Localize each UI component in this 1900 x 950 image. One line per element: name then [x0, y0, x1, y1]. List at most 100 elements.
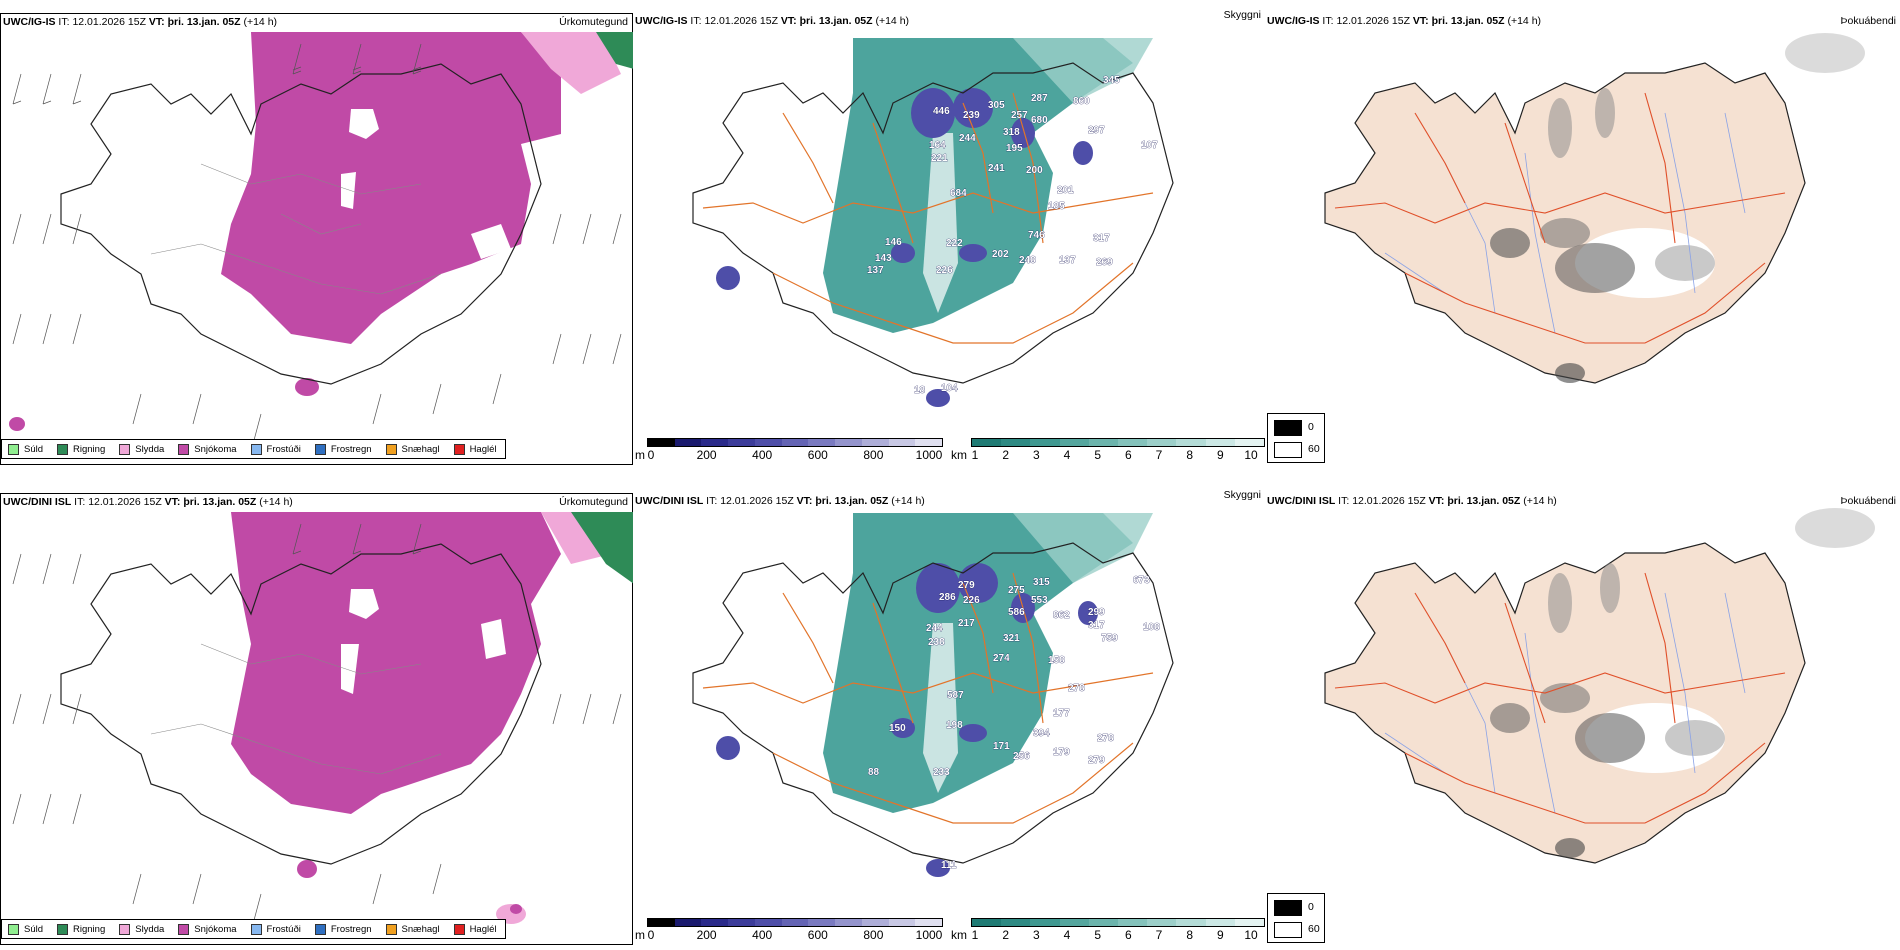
colorbar-tick: 1 — [971, 928, 979, 942]
legend-swatch — [8, 443, 19, 455]
colorbar-swatch — [1147, 919, 1177, 926]
legend-label: Súld — [24, 443, 44, 455]
legend-label: Frostregn — [330, 443, 372, 455]
visibility-value-label: 279 — [1088, 755, 1105, 766]
cloudbase-colorbar-top: m 0 200 400 600 800 1000 — [635, 436, 945, 464]
visibility-value-label: 222 — [946, 238, 963, 249]
visibility-value-label: 299 — [1088, 607, 1105, 618]
visibility-value-label: 256 — [1013, 751, 1030, 762]
legend-label: Frostúði — [266, 923, 301, 935]
visibility-value-label: 278 — [1097, 733, 1114, 744]
legend-swatch — [385, 923, 397, 935]
legend-label: Rigning — [73, 923, 106, 935]
visibility-value-label: 587 — [947, 690, 964, 701]
visibility-value-label: 137 — [1059, 255, 1076, 266]
colorbar-swatch — [1088, 439, 1119, 446]
legend-swatch — [453, 923, 465, 935]
fog-title-top: Þokuábendi — [1840, 15, 1896, 27]
legend-label: Frostúði — [266, 443, 301, 455]
fog-legend-swatch — [1274, 922, 1302, 938]
legend-label: Snæhagl — [401, 443, 440, 455]
colorbar-swatch — [835, 919, 862, 926]
colorbar-tick: 0 — [647, 928, 655, 942]
colorbar-swatch — [1118, 919, 1148, 926]
fog-map-bottom — [1324, 508, 1875, 864]
legend-item-3: Snjókoma — [178, 923, 237, 935]
colorbar-swatch — [808, 919, 836, 926]
visibility-value-label: 226 — [963, 595, 980, 606]
legend-label: Rigning — [73, 443, 106, 455]
colorbar-tick: 4 — [1063, 448, 1071, 462]
visibility-value-label: 217 — [958, 618, 975, 629]
colorbar-swatch — [1205, 439, 1235, 446]
colorbar-tick: 5 — [1094, 448, 1101, 462]
visibility-value-label: 185 — [1048, 201, 1065, 212]
legend-item-4: Frostúði — [250, 923, 301, 935]
visibility-value-label: 164 — [929, 140, 946, 151]
colorbar-swatch — [1118, 439, 1148, 446]
colorbar-unit: km — [951, 928, 967, 942]
legend-swatch — [178, 443, 190, 455]
header-vis-bottom: UWC/DINI ISL IT: 12.01.2026 15Z VT: þri.… — [635, 495, 925, 507]
colorbar-swatch — [648, 439, 675, 446]
colorbar-tick: 800 — [863, 928, 884, 942]
legend-swatch — [250, 923, 262, 935]
visibility-value-label: 257 — [1011, 110, 1028, 121]
visibility-value-label: 269 — [1096, 257, 1113, 268]
colorbar-tick: 400 — [752, 928, 773, 942]
visibility-value-label: 553 — [1031, 595, 1048, 606]
legend-item-6: Snæhagl — [385, 443, 440, 455]
visibility-value-label: 244 — [959, 133, 976, 144]
vis-title-top: Skyggni — [1223, 9, 1261, 21]
legend-item-4: Frostúði — [250, 443, 301, 455]
legend-swatch — [314, 443, 326, 455]
colorbar-tick: 7 — [1155, 928, 1163, 942]
visibility-value-label: 137 — [867, 265, 884, 276]
legend-swatch — [119, 923, 131, 935]
legend-item-7: Haglél — [453, 443, 497, 455]
precip-map-bottom — [12, 512, 634, 925]
colorbar-unit: km — [951, 448, 967, 462]
legend-item-2: Slydda — [119, 443, 164, 455]
visibility-value-label: 286 — [939, 592, 956, 603]
visibility-value-label: 107 — [1141, 140, 1158, 151]
legend-swatch — [57, 443, 69, 455]
colorbar-swatch — [701, 439, 729, 446]
colorbar-tick: 0 — [647, 448, 655, 462]
colorbar-tick: 10 — [1244, 928, 1258, 942]
fog-panel-bottom: UWC/DINI ISL IT: 12.01.2026 15Z VT: þri.… — [1265, 493, 1900, 945]
header-precip-top: UWC/IG-IS IT: 12.01.2026 15Z VT: þri. 13… — [3, 16, 278, 28]
legend-swatch — [385, 443, 397, 455]
cloud-base-blobs — [716, 88, 1093, 407]
legend-label: Haglél — [469, 443, 497, 455]
colorbar-swatch — [1088, 919, 1119, 926]
legend-label: Snæhagl — [401, 923, 440, 935]
colorbar-tick: 1000 — [915, 928, 943, 942]
wind-barbs — [12, 43, 622, 445]
colorbar-tick: 2 — [1002, 448, 1009, 462]
visibility-value-label: 278 — [1068, 683, 1085, 694]
visibility-value-label: 394 — [1033, 728, 1050, 739]
colorbar-tick: 9 — [1216, 928, 1224, 942]
precip-title-top: Úrkomutegund — [559, 16, 628, 28]
fog-legend-top: 0 60 — [1267, 413, 1325, 463]
vis-panel-top: 446 239 305 257 287 680 860 345 297 107 164 244 318 2… — [633, 9, 1265, 465]
legend-label: Snjókoma — [194, 923, 237, 935]
cloudbase-colorbar-bottom: m 0 200 400 600 800 1000 — [635, 916, 945, 944]
colorbar-swatch — [1001, 919, 1031, 926]
colorbar-tick: 8 — [1186, 928, 1193, 942]
vis-panel-bottom: 279 286 226 275 315 553 586 862 673 299 317 759 108 2… — [633, 489, 1265, 945]
colorbar-tick: 2 — [1002, 928, 1009, 942]
visibility-value-label: 317 — [1093, 233, 1110, 244]
colorbar-unit: m — [635, 928, 645, 942]
visibility-value-label: 279 — [958, 580, 975, 591]
visibility-value-label: 238 — [928, 637, 945, 648]
colorbar-tick: 600 — [807, 448, 828, 462]
legend-swatch — [314, 923, 326, 935]
fog-roads — [1334, 92, 1786, 344]
precip-panel-bottom: UWC/DINI ISL IT: 12.01.2026 15Z VT: þri.… — [0, 493, 634, 945]
header-precip-bottom: UWC/DINI ISL IT: 12.01.2026 15Z VT: þri.… — [3, 496, 293, 508]
colorbar-strip — [647, 438, 943, 447]
fog-title-bottom: Þokuábendi — [1840, 495, 1896, 507]
